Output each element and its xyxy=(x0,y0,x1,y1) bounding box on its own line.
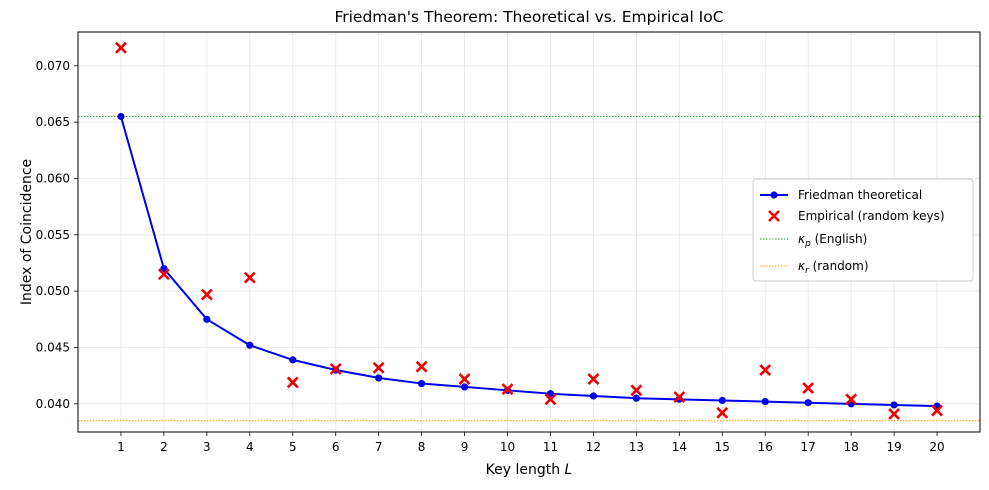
y-tick-label: 0.050 xyxy=(36,284,70,298)
theoretical-point xyxy=(418,379,426,388)
y-axis-ticks: 0.040 0.045 0.050 0.055 0.060 0.065 0.070 xyxy=(36,59,78,411)
empirical-point xyxy=(415,360,428,373)
x-axis-title-text: Key length xyxy=(486,462,560,478)
x-tick-label: 18 xyxy=(844,440,859,454)
x-tick-label: 6 xyxy=(332,440,340,454)
x-tick-label: 20 xyxy=(929,440,944,454)
theoretical-point xyxy=(718,396,726,405)
theoretical-line xyxy=(119,116,938,408)
x-tick-label: 4 xyxy=(246,440,254,454)
empirical-point xyxy=(802,382,815,394)
x-tick-label: 10 xyxy=(500,440,515,454)
x-tick-label: 16 xyxy=(758,440,773,454)
empirical-point xyxy=(544,393,557,406)
theoretical-point xyxy=(117,112,125,121)
theoretical-point xyxy=(890,401,898,409)
legend-label-empirical: Empirical (random keys) xyxy=(798,209,945,223)
y-tick-label: 0.040 xyxy=(36,397,70,411)
legend-label-reference: κp (English) xyxy=(798,232,867,249)
x-tick-label: 3 xyxy=(203,440,211,454)
empirical-point xyxy=(587,373,600,385)
empirical-point xyxy=(458,373,471,385)
empirical-point xyxy=(931,404,943,417)
empirical-point xyxy=(716,406,729,419)
empirical-point xyxy=(845,393,858,406)
x-tick-label: 11 xyxy=(543,440,558,454)
x-tick-label: 8 xyxy=(418,440,426,454)
empirical-point xyxy=(501,383,514,396)
theoretical-point xyxy=(632,394,640,402)
legend-line-marker xyxy=(770,191,778,199)
x-tick-label: 7 xyxy=(375,440,383,454)
x-tick-label: 1 xyxy=(117,440,125,454)
theoretical-point xyxy=(289,356,297,364)
theoretical-point xyxy=(761,397,769,406)
reference-lines xyxy=(78,116,980,422)
empirical-point xyxy=(759,364,772,376)
y-tick-label: 0.045 xyxy=(36,340,70,354)
empirical-point xyxy=(243,271,256,284)
theoretical-point xyxy=(546,390,555,398)
empirical-point xyxy=(630,384,643,397)
empirical-point xyxy=(673,391,686,403)
legend-scatter-marker xyxy=(768,210,780,222)
y-tick-label: 0.060 xyxy=(36,171,70,185)
legend-label-reference: κr (random) xyxy=(798,259,869,276)
legend-box xyxy=(752,178,974,282)
theoretical-point xyxy=(160,265,168,273)
x-tick-label: 12 xyxy=(586,440,601,454)
empirical-point xyxy=(888,408,901,420)
x-axis-title-var: L xyxy=(565,462,573,478)
theoretical-point xyxy=(804,399,812,407)
y-tick-label: 0.065 xyxy=(36,115,70,129)
theoretical-point xyxy=(460,383,469,391)
theoretical-point xyxy=(375,374,383,382)
empirical-point xyxy=(286,376,299,389)
empirical-point xyxy=(200,288,213,301)
x-tick-label: 15 xyxy=(715,440,730,454)
x-tick-label: 13 xyxy=(629,440,644,454)
x-tick-label: 5 xyxy=(289,440,297,454)
series-layer xyxy=(115,41,943,420)
x-tick-label: 17 xyxy=(801,440,816,454)
empirical-point xyxy=(372,361,385,374)
y-tick-label: 0.055 xyxy=(36,228,70,242)
theoretical-point xyxy=(589,392,598,400)
empirical-point xyxy=(115,41,127,54)
legend-label-theoretical: Friedman theoretical xyxy=(798,188,922,202)
x-tick-label: 2 xyxy=(160,440,168,454)
y-tick-label: 0.070 xyxy=(36,59,70,73)
x-tick-label: 19 xyxy=(886,440,901,454)
empirical-point xyxy=(329,362,342,375)
theoretical-point xyxy=(246,341,254,349)
plot-frame xyxy=(77,31,981,433)
y-axis-title: Index of Coincidence xyxy=(19,159,35,305)
theoretical-point xyxy=(203,315,211,323)
x-tick-label: 14 xyxy=(672,440,687,454)
x-axis-ticks: 1 2 3 4 5 6 7 8 9 10 11 12 13 14 15 16 17 18 19 20 xyxy=(117,432,945,454)
chart-title: Friedman's Theorem: Theoretical vs. Empi… xyxy=(334,8,723,26)
x-tick-label: 9 xyxy=(461,440,469,454)
empirical-point xyxy=(157,268,170,281)
legend: Friedman theoretical Empirical (random ke… xyxy=(752,178,974,282)
grid xyxy=(78,32,980,432)
x-axis-title: Key length L xyxy=(486,462,573,478)
